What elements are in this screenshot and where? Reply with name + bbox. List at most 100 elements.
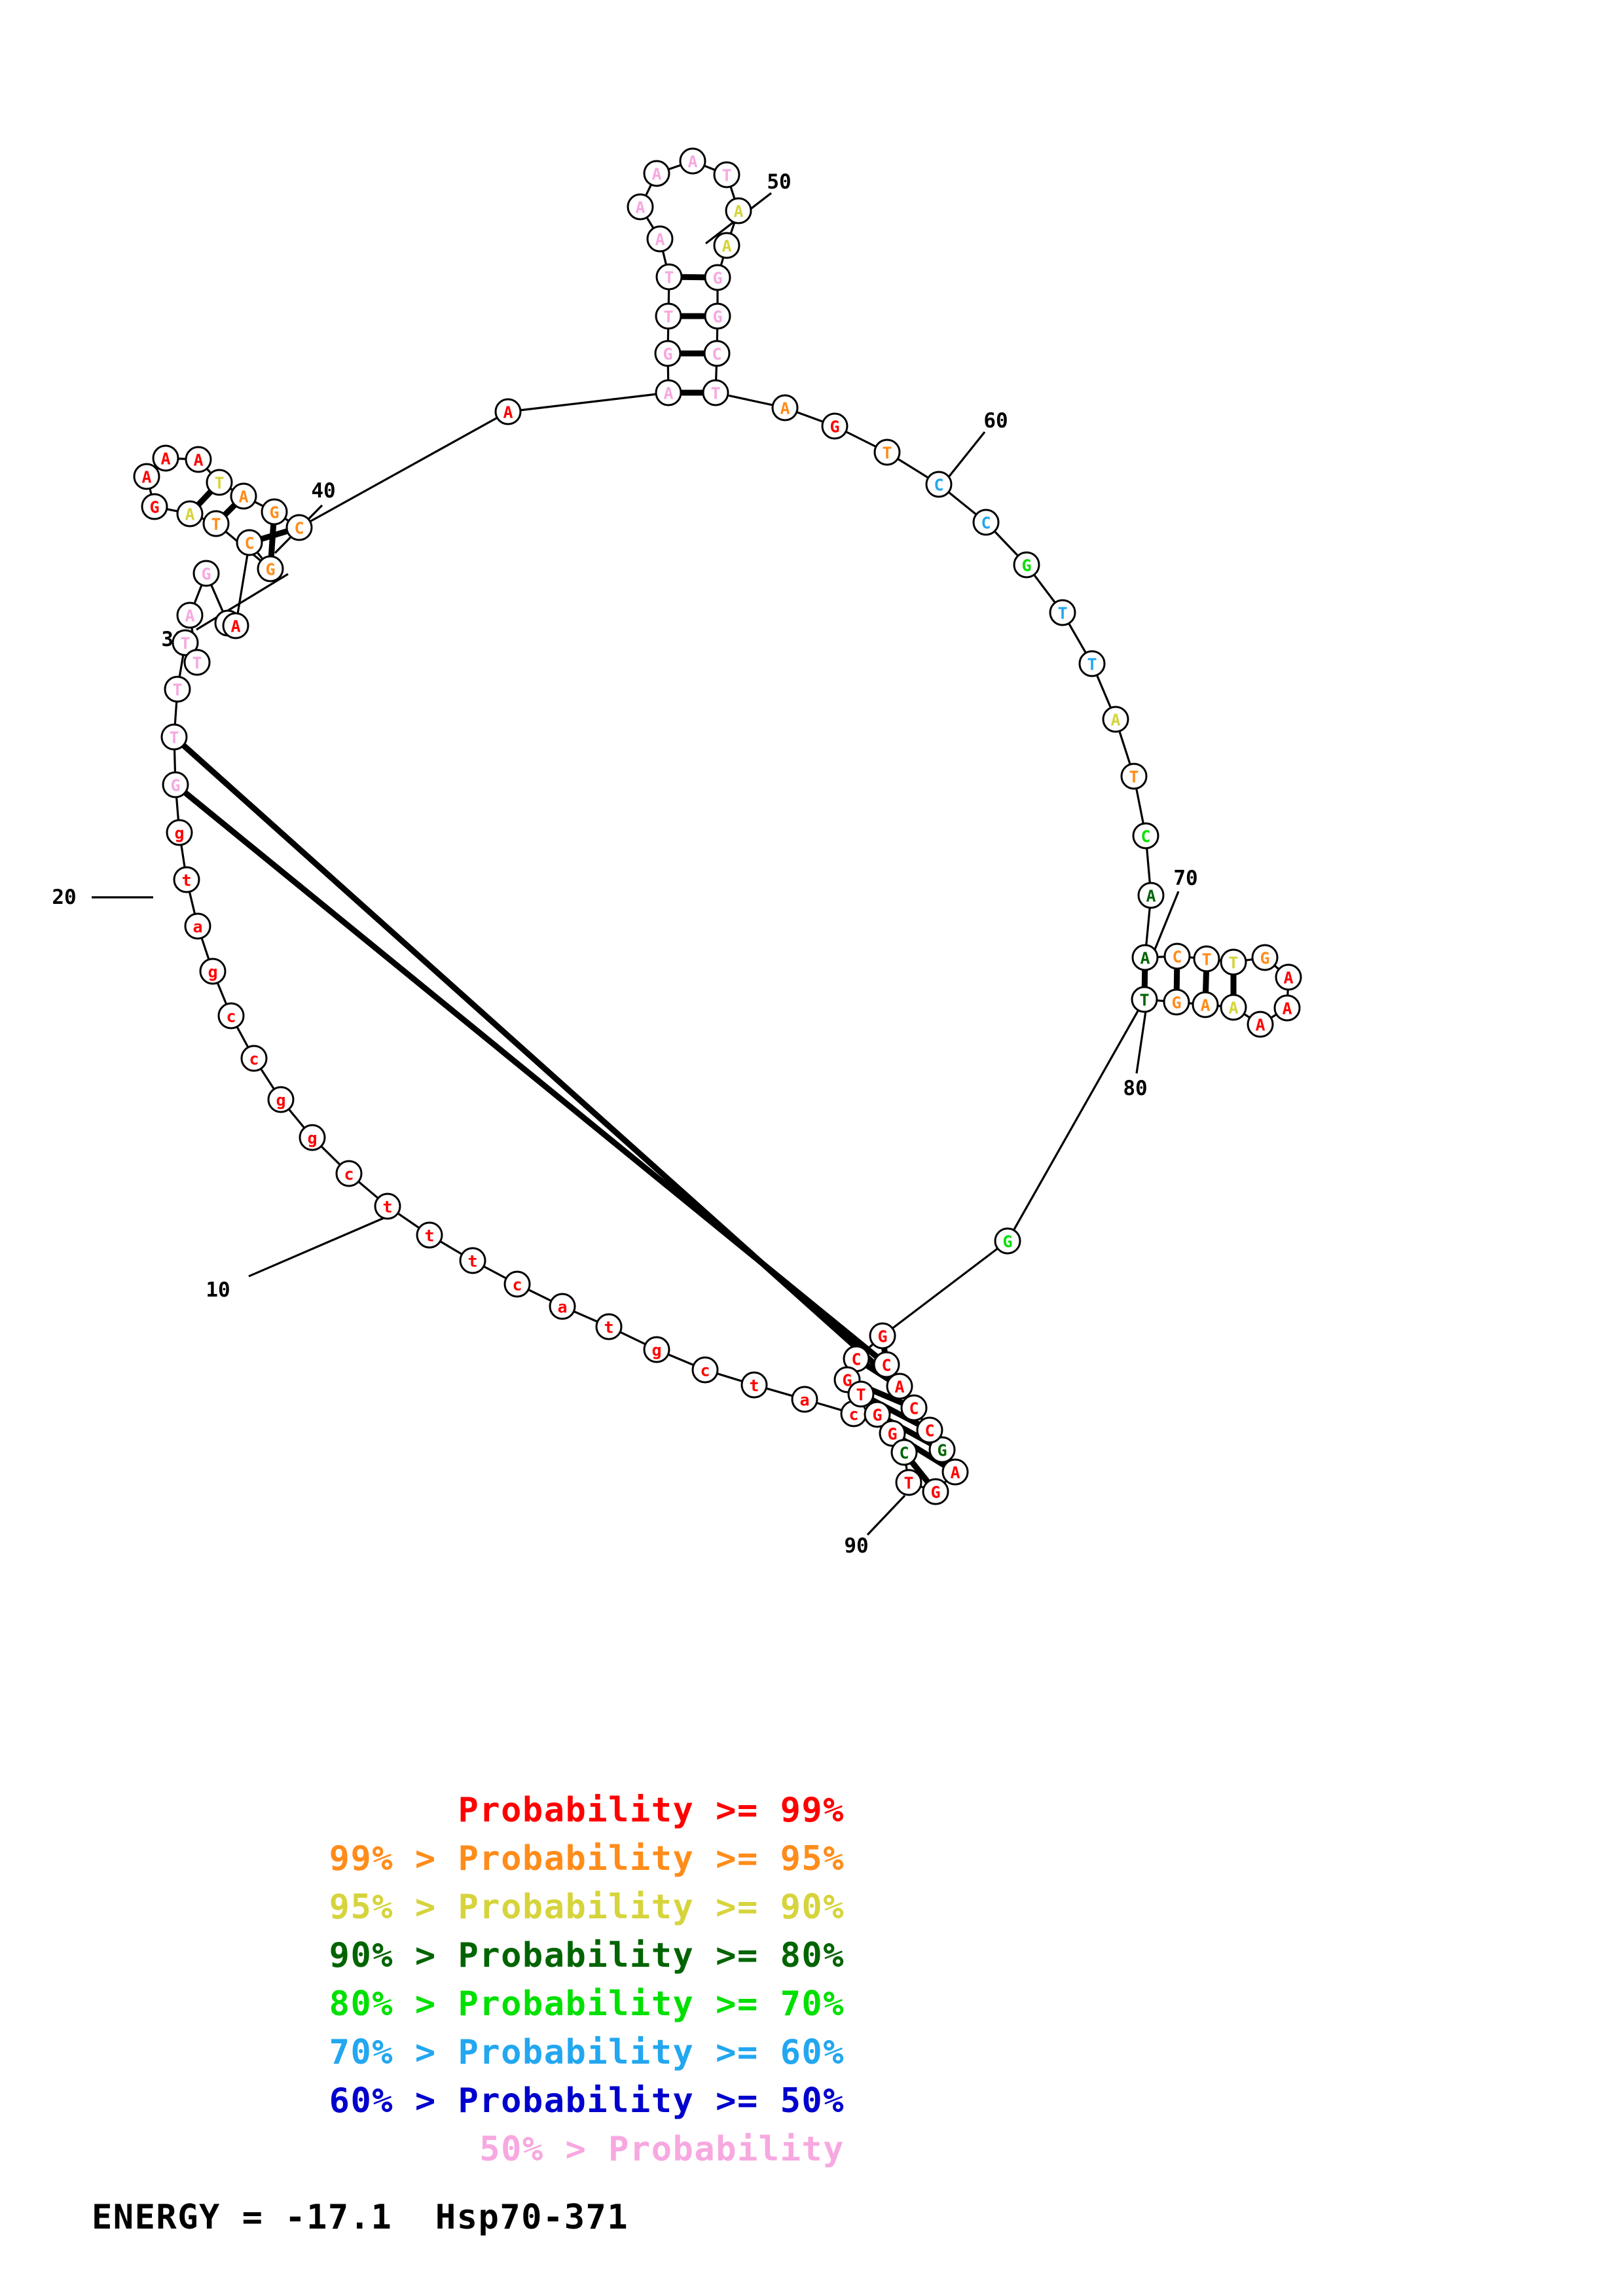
base-circle	[654, 340, 682, 367]
base-node: A	[886, 1372, 913, 1400]
base-circle	[1220, 994, 1247, 1021]
base-node: T	[1120, 762, 1148, 790]
backbone-segment	[397, 1212, 420, 1229]
base-circle	[704, 264, 731, 291]
base-circle	[217, 1002, 245, 1030]
base-circle	[1251, 944, 1279, 971]
backbone-segment	[619, 1331, 646, 1346]
base-circle	[928, 1436, 956, 1463]
base-circle	[133, 463, 160, 490]
legend-row-4: 80% > Probability >= 70%	[329, 1984, 845, 2024]
base-circle	[895, 1469, 922, 1496]
base-node: C	[925, 471, 953, 498]
backbone-segment	[520, 393, 657, 412]
backbone-segment	[528, 1288, 552, 1302]
base-node: g	[267, 1086, 295, 1113]
base-node: A	[152, 444, 179, 472]
backbone-segment	[287, 1108, 306, 1129]
base-circle	[691, 1356, 719, 1384]
base-node: t	[173, 866, 200, 893]
base-node: A	[1220, 994, 1247, 1021]
base-circle	[704, 302, 731, 330]
backbone-segment	[845, 431, 877, 448]
base-circle	[257, 555, 284, 583]
base-node: T	[713, 161, 740, 188]
base-node: A	[643, 160, 670, 187]
base-node: a	[791, 1386, 818, 1413]
position-label: 70	[1173, 867, 1197, 890]
backbone-segment	[668, 164, 682, 171]
base-node: G	[1251, 944, 1279, 971]
base-circle	[941, 1458, 969, 1486]
base-circle	[655, 263, 683, 291]
base-circle	[374, 1193, 401, 1220]
backbone-segment	[173, 701, 178, 725]
base-circle	[655, 302, 682, 330]
backbone-segment	[1245, 958, 1253, 961]
base-circle	[1137, 882, 1165, 909]
base-circle	[206, 469, 233, 496]
base-circle	[847, 1380, 875, 1408]
backbone-segment	[704, 164, 716, 171]
backbone-segment	[1033, 574, 1056, 603]
base-node: T	[1049, 599, 1076, 626]
base-circle	[864, 1401, 891, 1428]
base-node: A	[133, 463, 160, 490]
legend-row-7: 50% > Probability	[479, 2130, 845, 2169]
base-circle	[141, 493, 168, 520]
base-circle	[230, 482, 257, 510]
base-circle	[549, 1293, 576, 1320]
base-circle	[869, 1322, 896, 1350]
base-circle	[627, 193, 654, 221]
base-node: G	[869, 1322, 896, 1350]
base-node: A	[725, 197, 752, 224]
base-circle	[1192, 991, 1219, 1018]
backbone-segment	[661, 251, 668, 265]
base-node: A	[646, 225, 674, 253]
base-node: t	[416, 1221, 443, 1249]
legend-row-1: 99% > Probability >= 95%	[329, 1839, 845, 1878]
base-node: T	[873, 439, 901, 466]
base-node: T	[847, 1380, 875, 1408]
base-circle	[183, 649, 211, 676]
base-node: G	[654, 340, 682, 367]
base-node: A	[185, 446, 212, 473]
base-node: C	[916, 1416, 943, 1444]
base-circle	[335, 1160, 363, 1187]
base-node: T	[164, 675, 191, 703]
base-node: A	[176, 500, 204, 528]
base-node: A	[655, 379, 682, 406]
position-label: 80	[1123, 1077, 1147, 1100]
backbone-segment	[729, 222, 736, 234]
legend-row-0: Probability >= 99%	[458, 1791, 845, 1830]
base-circle	[184, 912, 211, 940]
base-node: c	[691, 1356, 719, 1384]
backbone-segment	[483, 1265, 507, 1280]
base-circle	[267, 1086, 295, 1113]
position-leader-line	[1135, 1011, 1147, 1074]
base-circle	[202, 510, 230, 537]
base-circle	[595, 1313, 623, 1340]
base-circle	[1220, 948, 1247, 976]
base-circle	[643, 160, 670, 187]
backbone-segment	[993, 530, 1019, 557]
backbone-segment	[727, 394, 773, 406]
base-circle	[176, 601, 204, 629]
base-node: A	[713, 232, 740, 259]
rna-structure-panel: 102030405060708090 catcgtactttcggccgatgG…	[52, 147, 1302, 1558]
base-circle	[1163, 942, 1191, 970]
base-node: G	[994, 1227, 1021, 1255]
base-node: C	[972, 509, 1000, 536]
base-circle	[192, 560, 220, 587]
base-circle	[1163, 988, 1190, 1016]
base-node: A	[627, 193, 654, 221]
backbone-segment	[309, 416, 498, 523]
backbone-segment	[260, 1068, 275, 1090]
base-node: A	[1273, 994, 1301, 1022]
backbone-segment	[200, 937, 210, 960]
base-circle	[703, 340, 731, 367]
base-circle	[185, 446, 212, 473]
base-circle	[1132, 822, 1159, 850]
position-leader-line	[1153, 891, 1180, 952]
backbone-segment	[646, 217, 655, 229]
